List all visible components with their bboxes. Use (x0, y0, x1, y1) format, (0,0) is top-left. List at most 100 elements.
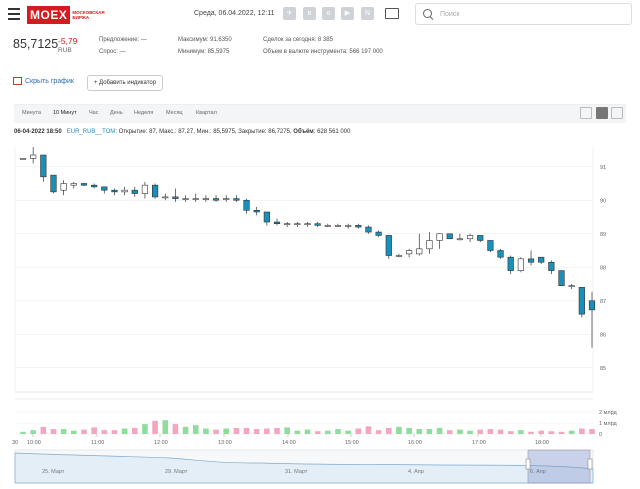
candle-body (294, 223, 301, 225)
candle-body (304, 223, 311, 225)
volume-bar (294, 430, 301, 434)
x-tick-label: 10:00 (27, 440, 41, 446)
candle-body (527, 258, 535, 263)
candle-body (385, 235, 392, 256)
search-box[interactable] (415, 3, 632, 25)
volume-bar (426, 429, 433, 434)
candle-body (477, 235, 484, 241)
ohlc-ticker: EUR_RUB__TOM (66, 129, 116, 135)
volume-bar (152, 420, 158, 434)
volume-bar (20, 431, 26, 434)
moex-logo[interactable]: MOEX МОСКОВСКАЯ БИРЖА (27, 6, 106, 24)
candle-body (182, 198, 189, 200)
hide-chart-link[interactable]: Скрыть график (13, 77, 74, 85)
x-tick-label: 30 (12, 440, 18, 446)
candle-body (497, 250, 504, 258)
volume-bar (375, 430, 382, 434)
tab-minute[interactable]: Минута (22, 110, 41, 116)
area-chart-icon[interactable] (611, 107, 623, 119)
candle-body (273, 221, 281, 225)
y-tick-label: 87 (600, 299, 606, 305)
tab-10-minutes[interactable]: 10 Минут (53, 110, 77, 116)
candle-body (548, 261, 555, 271)
candle-body (517, 258, 524, 271)
tab-hour[interactable]: Час (89, 110, 99, 116)
tab-day[interactable]: День (110, 110, 123, 116)
x-tick-label: 13:00 (218, 440, 232, 446)
volume-tick-label: 0 (599, 432, 602, 438)
candle-body (456, 238, 464, 241)
candle-body (243, 199, 250, 211)
navigator-handle-left (525, 458, 531, 470)
telegram-icon[interactable]: ✈ (283, 7, 296, 20)
volume-bar (416, 429, 423, 434)
candle-body (60, 183, 67, 191)
navigator-label: 29. Март (165, 469, 188, 475)
candle-body (578, 287, 585, 315)
ok-icon[interactable]: о (322, 7, 335, 20)
volume-bar (142, 424, 148, 434)
volume-bar (223, 428, 230, 434)
volume-bar (30, 430, 36, 434)
volume-bar (304, 429, 311, 434)
candle-chart-icon[interactable] (596, 107, 608, 119)
candle-body (324, 225, 331, 227)
logo-text: MOEX (27, 6, 71, 24)
max-stat: Максимум: 91,6350 (178, 37, 232, 43)
candle-body (568, 285, 575, 287)
ohlc-values: : Открытие: 87, Макс.: 87,27, Мин.: 85,5… (115, 129, 292, 135)
volume-bar (314, 431, 321, 434)
candle-body (558, 270, 565, 286)
x-tick-label: 15:00 (345, 440, 359, 446)
navigator-handle-right (587, 458, 593, 470)
n-icon[interactable]: N (361, 7, 374, 20)
vk-icon[interactable]: в (303, 7, 316, 20)
menu-icon[interactable] (8, 8, 20, 20)
price-chart[interactable]: 91 90 89 88 87 86 85 2 млрд 1 млрд 0 10:00 11:00 12:… (0, 147, 640, 489)
candle-body (131, 189, 138, 194)
volume-tick-label: 1 млрд (599, 421, 618, 427)
volume-bar (345, 430, 351, 434)
volume-bar (365, 426, 372, 434)
search-icon (423, 9, 432, 18)
volume-bar (457, 429, 463, 434)
youtube-icon[interactable]: ▶ (341, 7, 354, 20)
line-chart-icon[interactable] (580, 107, 592, 119)
candle-body (91, 184, 98, 188)
tab-week[interactable]: Неделя (134, 110, 154, 116)
add-indicator-button[interactable]: + Добавить индикатор (87, 75, 163, 91)
hide-chart-label: Скрыть график (25, 77, 74, 85)
volume-bar (162, 420, 169, 434)
volume-bar (385, 427, 392, 434)
navigator-label: 31. Март (285, 469, 308, 475)
volume-bar (50, 429, 57, 434)
y-tick-label: 88 (600, 265, 606, 271)
volume-bar (446, 430, 453, 434)
y-tick-label: 89 (600, 232, 606, 238)
bid-stat: Предложение: — (99, 37, 147, 43)
candle-body (162, 196, 169, 199)
x-tick-label: 17:00 (472, 440, 486, 446)
mail-icon[interactable] (385, 8, 399, 19)
candle-body (416, 248, 423, 255)
candle-body (314, 223, 321, 226)
ohlc-volume-label: Объём (293, 129, 314, 135)
volume-bar (172, 424, 179, 434)
search-input[interactable] (438, 7, 622, 21)
volume-bar (121, 428, 128, 434)
tab-month[interactable]: Месяц (166, 110, 183, 116)
logo-subtitle: МОСКОВСКАЯ БИРЖА (72, 10, 105, 20)
volume-bar (325, 430, 331, 434)
candle-body (111, 189, 118, 193)
tab-quarter[interactable]: Квартал (196, 110, 217, 116)
candle-body (466, 235, 474, 240)
volume-bar (568, 430, 575, 434)
navigator-label: 6. Апр (530, 469, 546, 475)
volume-bar (518, 430, 524, 434)
candle-body (436, 233, 443, 241)
x-tick-label: 14:00 (282, 440, 296, 446)
candle-body (345, 225, 352, 227)
navigator-selection (527, 449, 591, 484)
candle-body (406, 250, 413, 255)
volume-tick-label: 2 млрд (599, 410, 618, 416)
